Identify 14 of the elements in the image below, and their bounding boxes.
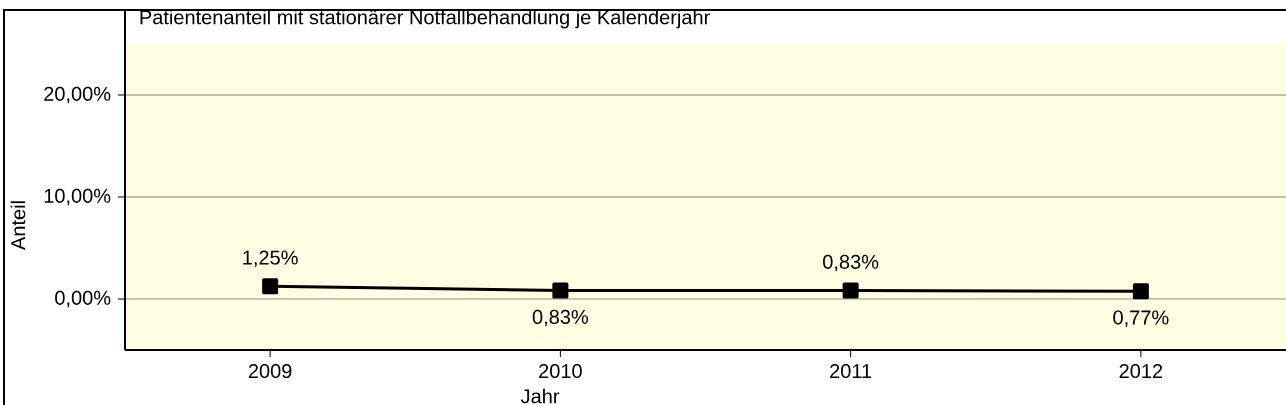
x-axis-title: Jahr	[520, 388, 560, 404]
data-label: 0,77%	[1113, 310, 1169, 327]
data-label: 0,83%	[823, 254, 879, 272]
y-tick-label: 0,00%	[55, 290, 111, 308]
data-label: 1,25%	[243, 250, 298, 267]
y-tick-label: 20,00%	[44, 86, 111, 104]
x-tick-label: 2009	[248, 363, 292, 379]
y-tick-label: 10,00%	[44, 188, 111, 206]
x-tick-label: 2011	[830, 363, 872, 379]
y-axis-title: Anteil	[10, 201, 26, 250]
x-tick-label: 2010	[539, 363, 582, 379]
data-label: 0,83%	[532, 309, 588, 327]
x-tick-label: 2012	[1119, 363, 1163, 379]
chart-title: Patientenanteil mit stationärer Notfallbehandlung je Kalenderjahr	[140, 9, 710, 29]
